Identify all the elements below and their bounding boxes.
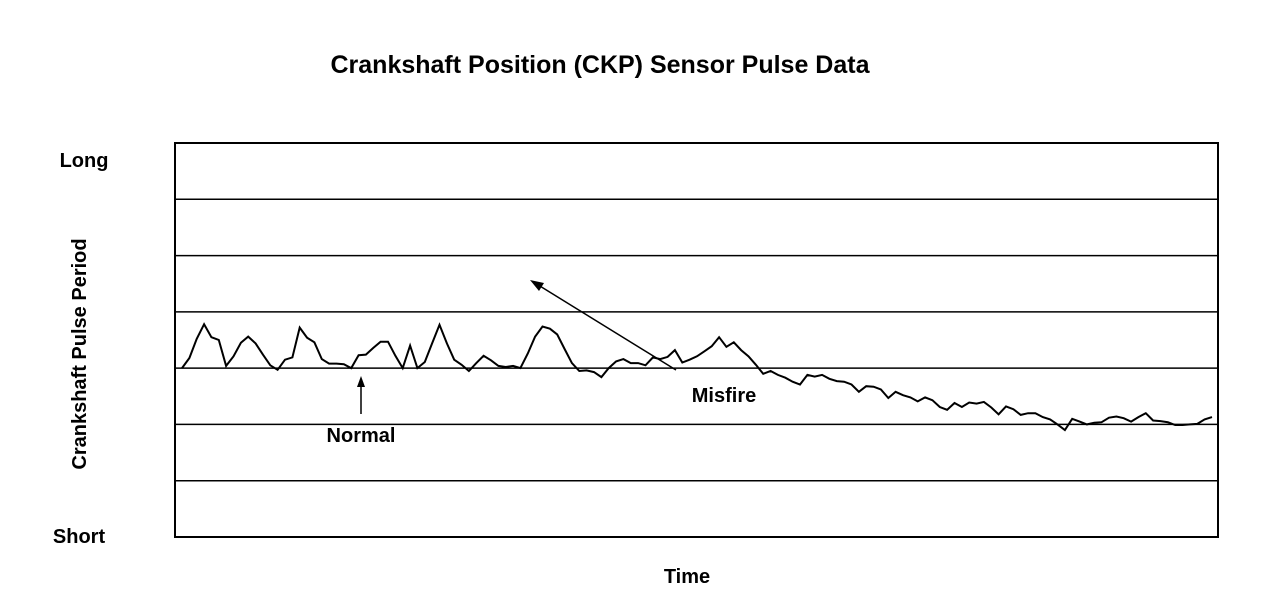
y-top-label: Long: [60, 150, 109, 172]
y-axis-label: Crankshaft Pulse Period: [69, 238, 91, 469]
plot-area: [174, 142, 1219, 538]
annotation-normal: Normal: [327, 425, 396, 447]
y-bottom-label: Short: [53, 526, 106, 548]
annotation-misfire-arrow: [534, 282, 677, 371]
x-axis-label: Time: [664, 566, 710, 588]
annotation-misfire: Misfire: [692, 385, 756, 407]
chart-title: Crankshaft Position (CKP) Sensor Pulse D…: [330, 51, 870, 79]
annotation-normal-arrowhead: [357, 376, 365, 387]
grid-lines: [175, 198, 1218, 482]
series-line-pulse-period: [181, 322, 1213, 432]
annotation-misfire-arrowhead: [530, 280, 544, 291]
